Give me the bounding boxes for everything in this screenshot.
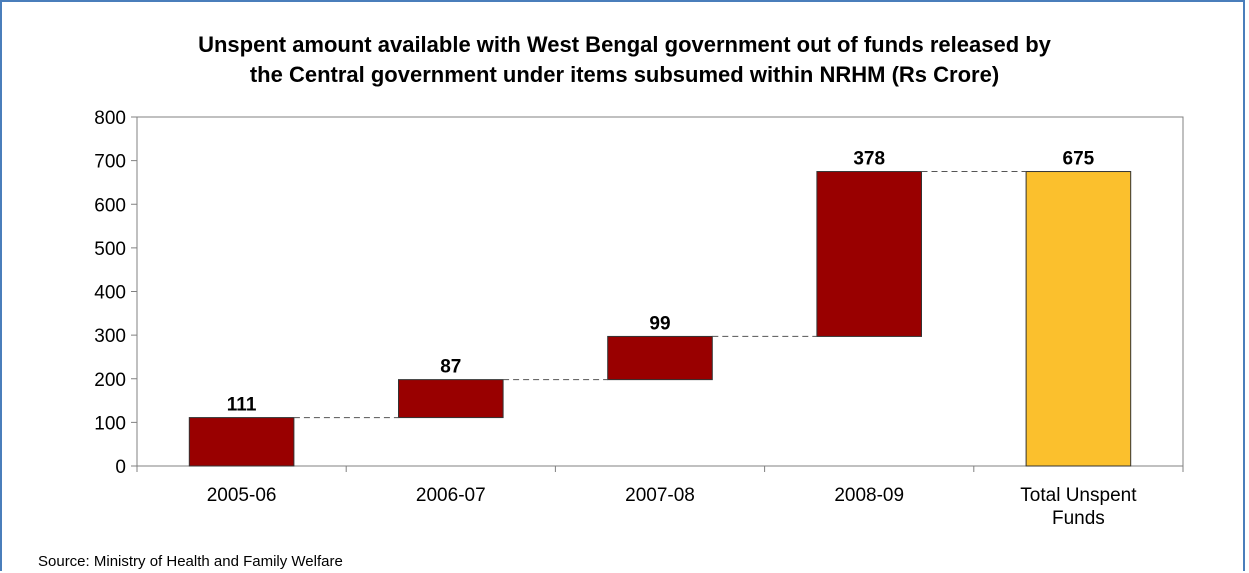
y-tick-label: 500 [94, 239, 126, 260]
y-tick-label: 200 [94, 370, 126, 391]
bar-value-label: 111 [227, 395, 257, 416]
y-tick-label: 0 [115, 457, 126, 478]
chart-title-line-2: the Central government under items subsu… [249, 62, 1000, 87]
chart-title-line-1: Unspent amount available with West Benga… [198, 32, 1051, 57]
y-tick-label: 400 [94, 283, 126, 304]
bar-value-label: 378 [853, 149, 885, 170]
chart-title: Unspent amount available with West Benga… [0, 30, 1249, 90]
x-category-label: 2006-07 [416, 485, 486, 506]
x-category-label: 2005-06 [207, 485, 277, 506]
waterfall-bar [398, 379, 504, 419]
waterfall-bar [188, 417, 295, 467]
waterfall-bar [816, 171, 923, 337]
bar-value-label: 99 [649, 313, 670, 334]
x-category-label: 2008-09 [834, 485, 904, 506]
y-tick-label: 100 [94, 413, 126, 434]
bar-value-label: 87 [440, 357, 461, 378]
x-category-label: Funds [1052, 508, 1105, 529]
total-bar [1025, 171, 1132, 467]
y-tick-label: 600 [94, 195, 126, 216]
x-category-label: 2007-08 [625, 485, 695, 506]
y-tick-label: 700 [94, 152, 126, 173]
x-category-label: Total Unspent [1020, 485, 1137, 506]
y-tick-label: 800 [94, 108, 126, 129]
source-note: Source: Ministry of Health and Family We… [38, 553, 343, 570]
waterfall-bar [607, 335, 713, 381]
bar-value-label: 675 [1063, 149, 1095, 170]
y-tick-label: 300 [94, 326, 126, 347]
